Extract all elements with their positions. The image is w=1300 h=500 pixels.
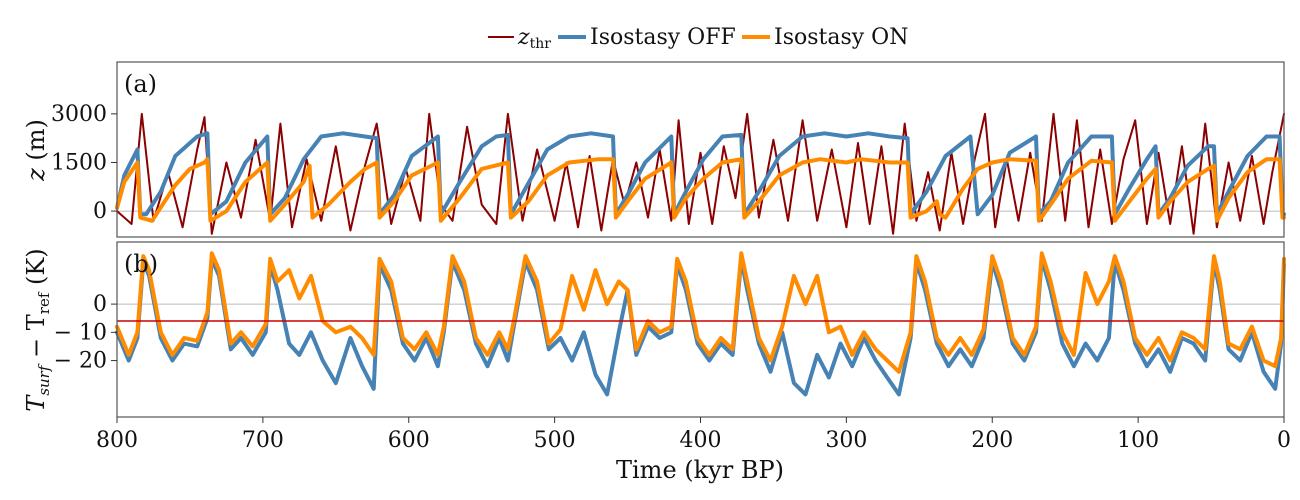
panel-b-ylabel-main: T — [22, 394, 50, 412]
legend-label-z-thr: zthr — [517, 25, 551, 52]
panel-a-series-isostasy-off — [115, 131, 1286, 217]
panel-b-plot — [115, 251, 1286, 397]
panel-b-series-isostasy-off — [115, 256, 1286, 397]
panel-b-ylabel-rest: (K) — [22, 248, 50, 292]
panel-a-series-z-thr — [116, 112, 1285, 235]
panel-a-yticks: 0 1500 3000 — [51, 102, 117, 224]
x-tick-label: 400 — [680, 428, 722, 453]
x-tick-label: 200 — [971, 428, 1013, 453]
panel-b-ylabel-sub1: surf — [35, 363, 53, 396]
x-tick-label: 0 — [1277, 428, 1291, 453]
panel-a-label: (a) — [124, 70, 157, 98]
panel-b-ylabel-sub2: ref — [35, 291, 53, 314]
panel-b-ylabel-mid: − T — [22, 314, 50, 365]
legend-label-iso-off: Isostasy OFF — [590, 25, 736, 50]
x-tick-label: 700 — [242, 428, 284, 453]
panel-a: (a) 0 1500 3000 z (m) — [22, 61, 1286, 238]
panel-a-frame — [116, 61, 1285, 238]
panel-b-yticks: 0 − 10 − 20 — [54, 292, 117, 374]
panel-a-ytick-label: 0 — [93, 199, 107, 224]
panel-b-ylabel: Tsurf − Tref (K) — [22, 248, 53, 411]
legend-label-z-thr-main: z — [517, 25, 530, 50]
panel-b-ytick-label: − 20 — [54, 349, 107, 374]
panel-b: (b) 0 − 10 − 20 Tsurf − Tref (K) — [22, 241, 1286, 418]
legend-label-iso-on: Isostasy ON — [774, 25, 908, 50]
panel-b-series-isostasy-on — [115, 251, 1286, 374]
panel-a-ylabel-rest: (m) — [22, 119, 50, 168]
x-axis: 800 700 600 500 400 300 200 100 0 Time (kyr BP) — [96, 417, 1291, 484]
panel-a-ylabel: z (m) — [22, 119, 50, 182]
x-tick-label: 100 — [1117, 428, 1159, 453]
x-axis-label: Time (kyr BP) — [616, 456, 784, 484]
legend-label-z-thr-sub: thr — [530, 36, 552, 52]
panel-b-ytick-label: − 10 — [54, 320, 107, 345]
x-tick-label: 600 — [388, 428, 430, 453]
panel-a-plot — [115, 112, 1286, 235]
legend: zthr Isostasy OFF Isostasy ON — [488, 25, 908, 52]
panel-a-ytick-label: 3000 — [51, 102, 107, 127]
x-tick-label: 300 — [825, 428, 867, 453]
x-tick-label: 800 — [96, 428, 138, 453]
x-tick-label: 500 — [534, 428, 576, 453]
panel-a-ylabel-main: z — [22, 168, 50, 182]
x-ticks: 800 700 600 500 400 300 200 100 0 — [96, 417, 1291, 453]
panel-a-ytick-label: 1500 — [51, 150, 107, 175]
panel-b-label: (b) — [124, 250, 158, 278]
panel-b-ytick-label: 0 — [93, 292, 107, 317]
panel-a-series-isostasy-on — [115, 157, 1286, 223]
